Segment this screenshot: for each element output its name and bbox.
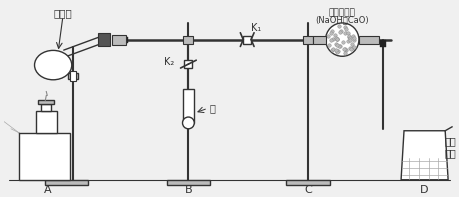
Bar: [19, 133, 70, 180]
Bar: [35, 111, 57, 133]
Text: 足量碱石灰: 足量碱石灰: [328, 9, 355, 18]
Bar: [41, 104, 51, 111]
Text: 酚酞
溶液: 酚酞 溶液: [443, 137, 455, 158]
Text: D: D: [420, 185, 428, 195]
Bar: [380, 40, 386, 47]
Bar: [401, 157, 446, 179]
Bar: [183, 36, 193, 44]
Bar: [123, 37, 127, 43]
Bar: [182, 89, 194, 123]
Bar: [243, 36, 251, 44]
Text: B: B: [184, 185, 192, 195]
Bar: [358, 36, 378, 44]
Bar: [70, 71, 76, 81]
Bar: [119, 37, 123, 43]
Bar: [39, 100, 54, 104]
Text: (NaOH和CaO): (NaOH和CaO): [315, 16, 368, 24]
Bar: [45, 180, 88, 185]
Polygon shape: [400, 131, 447, 180]
Bar: [98, 33, 110, 46]
Bar: [112, 35, 125, 45]
Text: C: C: [303, 185, 311, 195]
Bar: [184, 60, 192, 68]
Bar: [302, 36, 312, 44]
Text: K₁: K₁: [251, 23, 261, 33]
Bar: [68, 73, 78, 79]
Circle shape: [325, 23, 358, 56]
Bar: [366, 37, 370, 43]
Bar: [370, 37, 374, 43]
Bar: [286, 180, 329, 185]
Bar: [167, 180, 209, 185]
Text: K₂: K₂: [164, 57, 174, 67]
Circle shape: [182, 117, 194, 129]
Bar: [312, 36, 325, 44]
Text: 膨松剂: 膨松剂: [53, 8, 72, 18]
Text: A: A: [43, 185, 51, 195]
Text: 水: 水: [209, 103, 215, 113]
Ellipse shape: [34, 50, 72, 80]
